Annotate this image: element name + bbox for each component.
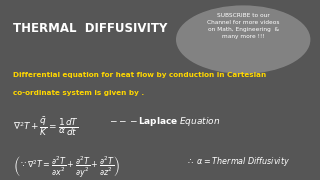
Ellipse shape	[176, 5, 310, 74]
Text: SUBSCRIBE to our
Channel for more videos
on Math, Engineering  &
many more !!!: SUBSCRIBE to our Channel for more videos…	[207, 13, 279, 39]
Text: $\therefore\ \alpha = Thermal\ Diffusivity$: $\therefore\ \alpha = Thermal\ Diffusivi…	[186, 155, 290, 168]
Text: Differential equation for heat flow by conduction in Cartesian: Differential equation for heat flow by c…	[13, 72, 266, 78]
Text: $\left(\because \nabla^2T = \dfrac{\partial^2T}{\partial x^2}+\dfrac{\partial^2T: $\left(\because \nabla^2T = \dfrac{\part…	[13, 155, 119, 180]
Text: $\mathbf{Laplace}$: $\mathbf{Laplace}$	[138, 115, 178, 128]
Text: $\nabla^2T + \dfrac{\bar{q}}{K} = \dfrac{1}{\alpha}\dfrac{dT}{dt}$: $\nabla^2T + \dfrac{\bar{q}}{K} = \dfrac…	[13, 115, 79, 138]
Text: THERMAL  DIFFUSIVITY: THERMAL DIFFUSIVITY	[13, 22, 167, 35]
Text: co-ordinate system is given by .: co-ordinate system is given by .	[13, 90, 144, 96]
Text: $Equation$: $Equation$	[179, 115, 220, 128]
Text: $---$: $---$	[109, 115, 138, 124]
